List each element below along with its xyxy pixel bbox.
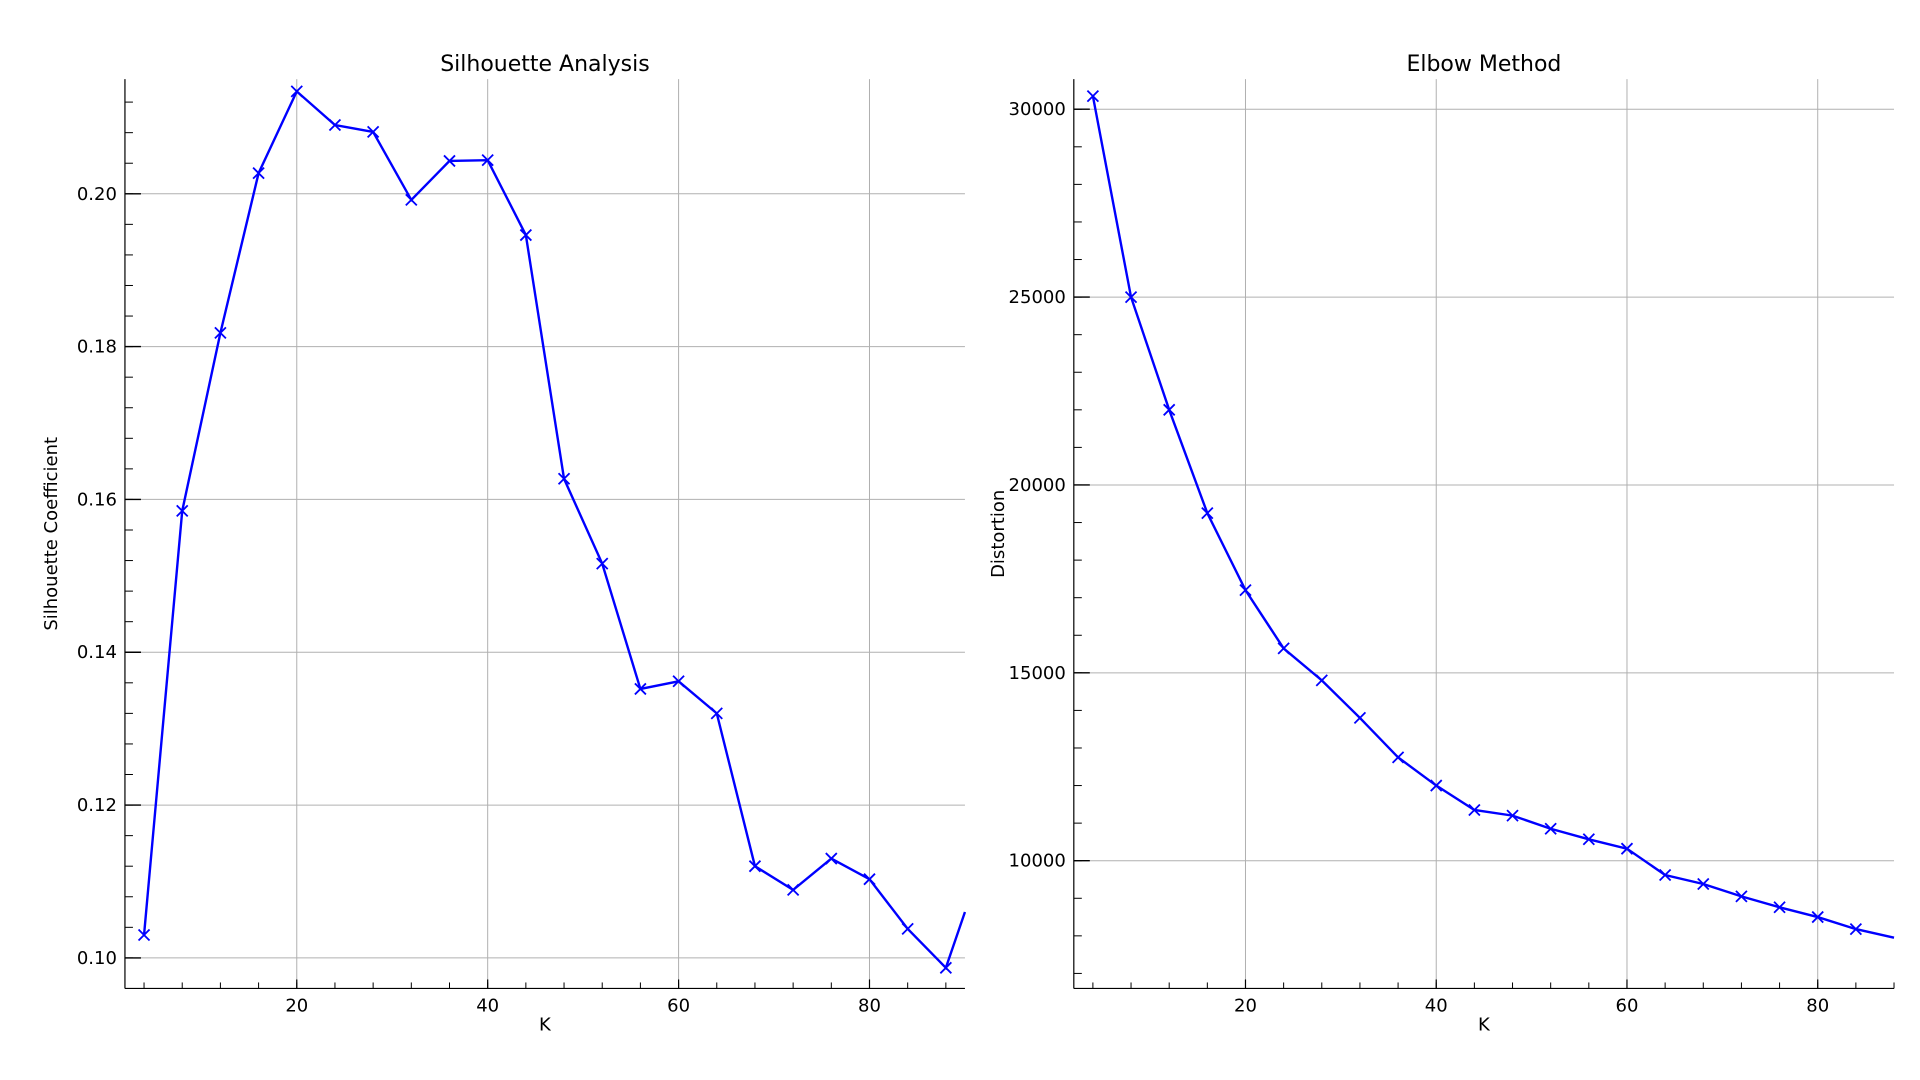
elbow-data-point [1773,901,1786,914]
elbow-data-point [1544,822,1557,835]
elbow-title: Elbow Method [1406,52,1561,77]
silhouette-series-line [142,89,967,971]
silhouette-x-tick-label: 40 [476,995,499,1016]
elbow-data-point [1391,751,1405,764]
silhouette-y-tick-label: 0.18 [77,337,117,358]
silhouette-xlabel: K [539,1014,552,1035]
elbow-y-tick-label: 10000 [1009,851,1066,872]
elbow-data-point [1239,584,1252,597]
elbow-data-point [1430,779,1443,792]
silhouette-data-point [290,85,303,98]
elbow-y-tick-label: 15000 [1009,663,1066,684]
elbow-data-point [1277,642,1290,655]
silhouette-x-tick-label: 60 [667,995,690,1016]
silhouette-data-point [137,928,151,942]
silhouette-data-point [596,557,609,570]
elbow-series-line [1091,95,1895,939]
silhouette-data-point [557,472,571,485]
elbow-data-point [1506,809,1519,822]
elbow-data-point [1315,674,1328,687]
elbow-chart: 20 40 60 80 10000 15000 20000 25000 30000 Elbow M… [988,52,1895,1035]
silhouette-data-point [176,504,189,518]
silhouette-data-point [825,852,838,865]
elbow-x-tick-label: 20 [1234,995,1257,1016]
elbow-data-point [1163,403,1176,416]
elbow-data-point [1468,803,1481,817]
silhouette-data-point [863,873,876,886]
silhouette-y-tick-label: 0.10 [77,948,117,969]
elbow-x-tick-label: 80 [1806,995,1829,1016]
silhouette-title: Silhouette Analysis [440,52,650,77]
silhouette-data-point [405,193,418,207]
elbow-data-point [1353,711,1367,725]
elbow-data-point [1201,507,1214,520]
silhouette-data-point [901,922,914,935]
silhouette-data-point [214,326,227,339]
elbow-x-tick-label: 60 [1616,995,1639,1016]
elbow-data-point [1811,910,1824,924]
silhouette-data-point [710,707,723,720]
silhouette-data-point [634,682,647,696]
silhouette-data-point [672,675,685,688]
elbow-data-point [1735,890,1748,903]
elbow-y-tick-label: 20000 [1009,475,1066,496]
silhouette-y-tick-label: 0.16 [77,489,117,510]
silhouette-ylabel: Silhouette Coefficient [41,437,62,631]
silhouette-chart: 20 40 60 80 0.10 0.12 0.14 0.16 0.18 0.20 Silhouet… [41,52,967,1035]
silhouette-y-tick-label: 0.14 [77,642,117,663]
elbow-data-point [1124,290,1138,304]
elbow-data-point [1582,833,1595,846]
elbow-data-point [1658,868,1672,882]
silhouette-data-point [786,883,800,897]
elbow-data-point [1086,89,1100,103]
silhouette-y-tick-label: 0.20 [77,184,117,205]
silhouette-data-point [939,961,952,974]
silhouette-data-point [366,125,380,139]
silhouette-x-tick-label: 80 [858,995,881,1016]
silhouette-data-point [519,228,532,242]
elbow-ylabel: Distortion [988,490,1009,578]
silhouette-data-point [748,860,762,873]
silhouette-y-tick-label: 0.12 [77,795,117,816]
elbow-x-tick-label: 40 [1425,995,1448,1016]
elbow-y-tick-label: 30000 [1009,99,1066,120]
silhouette-data-point [481,154,494,167]
elbow-y-tick-label: 25000 [1009,287,1066,308]
elbow-data-point [1697,877,1710,891]
silhouette-data-point [328,118,342,132]
silhouette-data-point [443,154,456,168]
silhouette-data-point [252,167,265,180]
elbow-data-point [1849,922,1863,936]
elbow-xlabel: K [1478,1014,1491,1035]
silhouette-x-tick-label: 20 [285,995,308,1016]
elbow-data-point [1620,842,1634,855]
